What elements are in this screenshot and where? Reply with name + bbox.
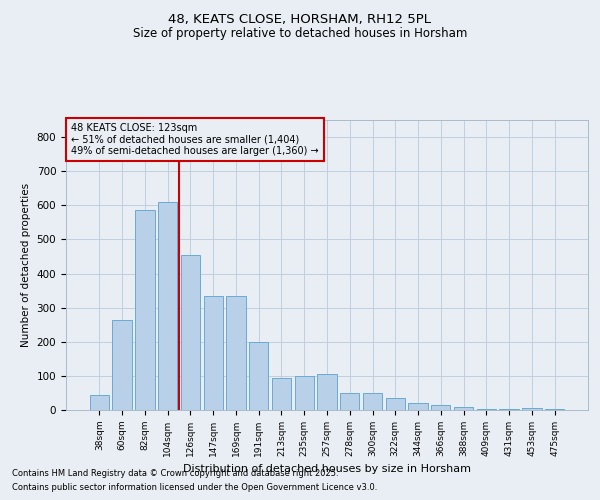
Text: Size of property relative to detached houses in Horsham: Size of property relative to detached ho… bbox=[133, 28, 467, 40]
Bar bbox=[295, 376, 314, 410]
Text: 48, KEATS CLOSE, HORSHAM, RH12 5PL: 48, KEATS CLOSE, HORSHAM, RH12 5PL bbox=[169, 12, 431, 26]
Text: Contains HM Land Registry data © Crown copyright and database right 2025.: Contains HM Land Registry data © Crown c… bbox=[12, 468, 338, 477]
Bar bbox=[181, 255, 200, 410]
Bar bbox=[226, 296, 245, 410]
Bar bbox=[431, 405, 451, 410]
Y-axis label: Number of detached properties: Number of detached properties bbox=[21, 183, 31, 347]
Bar bbox=[340, 393, 359, 410]
Text: Contains public sector information licensed under the Open Government Licence v3: Contains public sector information licen… bbox=[12, 484, 377, 492]
Bar bbox=[386, 398, 405, 410]
Bar bbox=[112, 320, 132, 410]
Bar bbox=[363, 393, 382, 410]
Bar bbox=[203, 296, 223, 410]
Text: 48 KEATS CLOSE: 123sqm
← 51% of detached houses are smaller (1,404)
49% of semi-: 48 KEATS CLOSE: 123sqm ← 51% of detached… bbox=[71, 123, 319, 156]
Bar bbox=[158, 202, 178, 410]
Bar bbox=[249, 342, 268, 410]
Bar bbox=[409, 403, 428, 410]
Bar bbox=[90, 394, 109, 410]
X-axis label: Distribution of detached houses by size in Horsham: Distribution of detached houses by size … bbox=[183, 464, 471, 474]
Bar bbox=[317, 374, 337, 410]
Bar bbox=[454, 406, 473, 410]
Bar bbox=[522, 408, 542, 410]
Bar bbox=[272, 378, 291, 410]
Bar bbox=[135, 210, 155, 410]
